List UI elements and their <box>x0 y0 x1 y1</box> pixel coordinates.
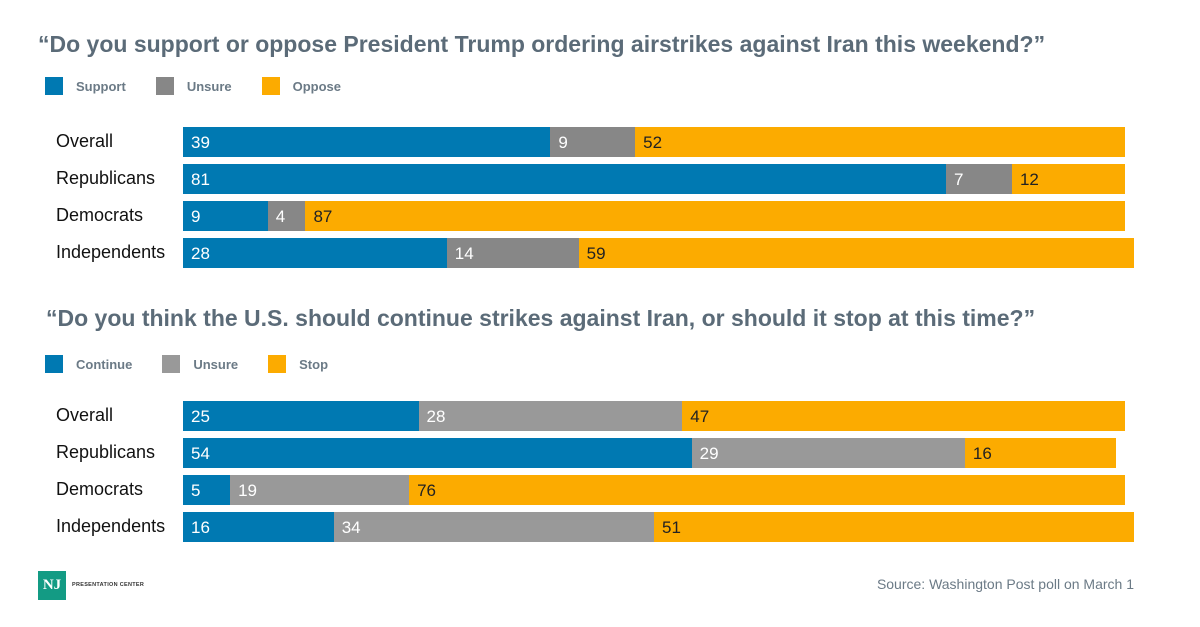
legend-label: Oppose <box>292 78 342 94</box>
nj-logo: NJ <box>38 571 66 600</box>
legend-item: Unsure <box>162 355 238 373</box>
legend-label: Support <box>76 78 126 94</box>
bar-segment-oppose: 87 <box>305 201 1125 231</box>
bar-segment-continue: 5 <box>183 475 231 505</box>
legend-swatch <box>162 355 181 373</box>
bar-segment-unsure: 7 <box>946 164 1012 194</box>
bar-segment-stop: 47 <box>682 401 1125 431</box>
bar-segment-support: 9 <box>183 201 268 231</box>
legend-item: Unsure <box>155 77 232 95</box>
bar-segment-continue: 16 <box>183 512 334 542</box>
bar-segment-continue: 25 <box>183 401 419 431</box>
category-label: Democrats <box>56 479 144 499</box>
bar-segment-support: 81 <box>183 164 947 194</box>
legend-label: Unsure <box>193 356 239 372</box>
legend-item: Continue <box>45 355 132 373</box>
category-label: Republicans <box>56 168 156 188</box>
legend-label: Unsure <box>186 78 232 94</box>
bar-segment-unsure: 34 <box>333 512 654 542</box>
legend-item: Stop <box>268 355 328 373</box>
category-label: Independents <box>56 242 166 262</box>
legend-1: Support Unsure Oppose <box>45 77 371 95</box>
category-label: Overall <box>56 131 114 151</box>
bar-segment-oppose: 52 <box>635 127 1125 157</box>
category-label: Democrats <box>56 205 144 225</box>
legend-swatch <box>45 77 63 95</box>
category-label: Independents <box>56 516 166 536</box>
bar-segment-oppose: 59 <box>578 238 1135 268</box>
bar-segment-stop: 16 <box>964 438 1116 468</box>
logo-mark: NJ <box>42 577 62 593</box>
legend-2: Continue Unsure Stop <box>45 355 358 373</box>
legend-item: Support <box>45 77 126 95</box>
chart-1-title: “Do you support or oppose President Trum… <box>38 31 1046 57</box>
logo-text: PRESENTATION CENTER <box>72 582 145 588</box>
legend-swatch <box>268 355 287 373</box>
bar-segment-unsure: 19 <box>230 475 410 505</box>
source-note: Source: Washington Post poll on March 1 <box>876 576 1134 592</box>
legend-label: Stop <box>299 356 329 372</box>
bar-segment-continue: 54 <box>183 438 692 468</box>
legend-swatch <box>45 355 63 373</box>
bar-segment-support: 28 <box>183 238 447 268</box>
bar-segment-stop: 76 <box>409 475 1125 505</box>
bar-segment-unsure: 14 <box>446 238 579 268</box>
bar-segment-unsure: 28 <box>418 401 683 431</box>
legend-label: Continue <box>76 356 133 372</box>
bar-segment-unsure: 9 <box>550 127 636 157</box>
bar-segment-unsure: 4 <box>267 201 306 231</box>
legend-swatch <box>261 77 280 95</box>
legend-item: Oppose <box>261 77 342 95</box>
bar-segment-support: 39 <box>183 127 551 157</box>
legend-swatch <box>155 77 174 95</box>
category-label: Overall <box>56 405 114 425</box>
bar-segment-unsure: 29 <box>691 438 965 468</box>
chart-2-title: “Do you think the U.S. should continue s… <box>46 305 1036 331</box>
category-label: Republicans <box>56 442 156 462</box>
bar-segment-stop: 51 <box>654 512 1135 542</box>
bar-segment-oppose: 12 <box>1011 164 1125 194</box>
